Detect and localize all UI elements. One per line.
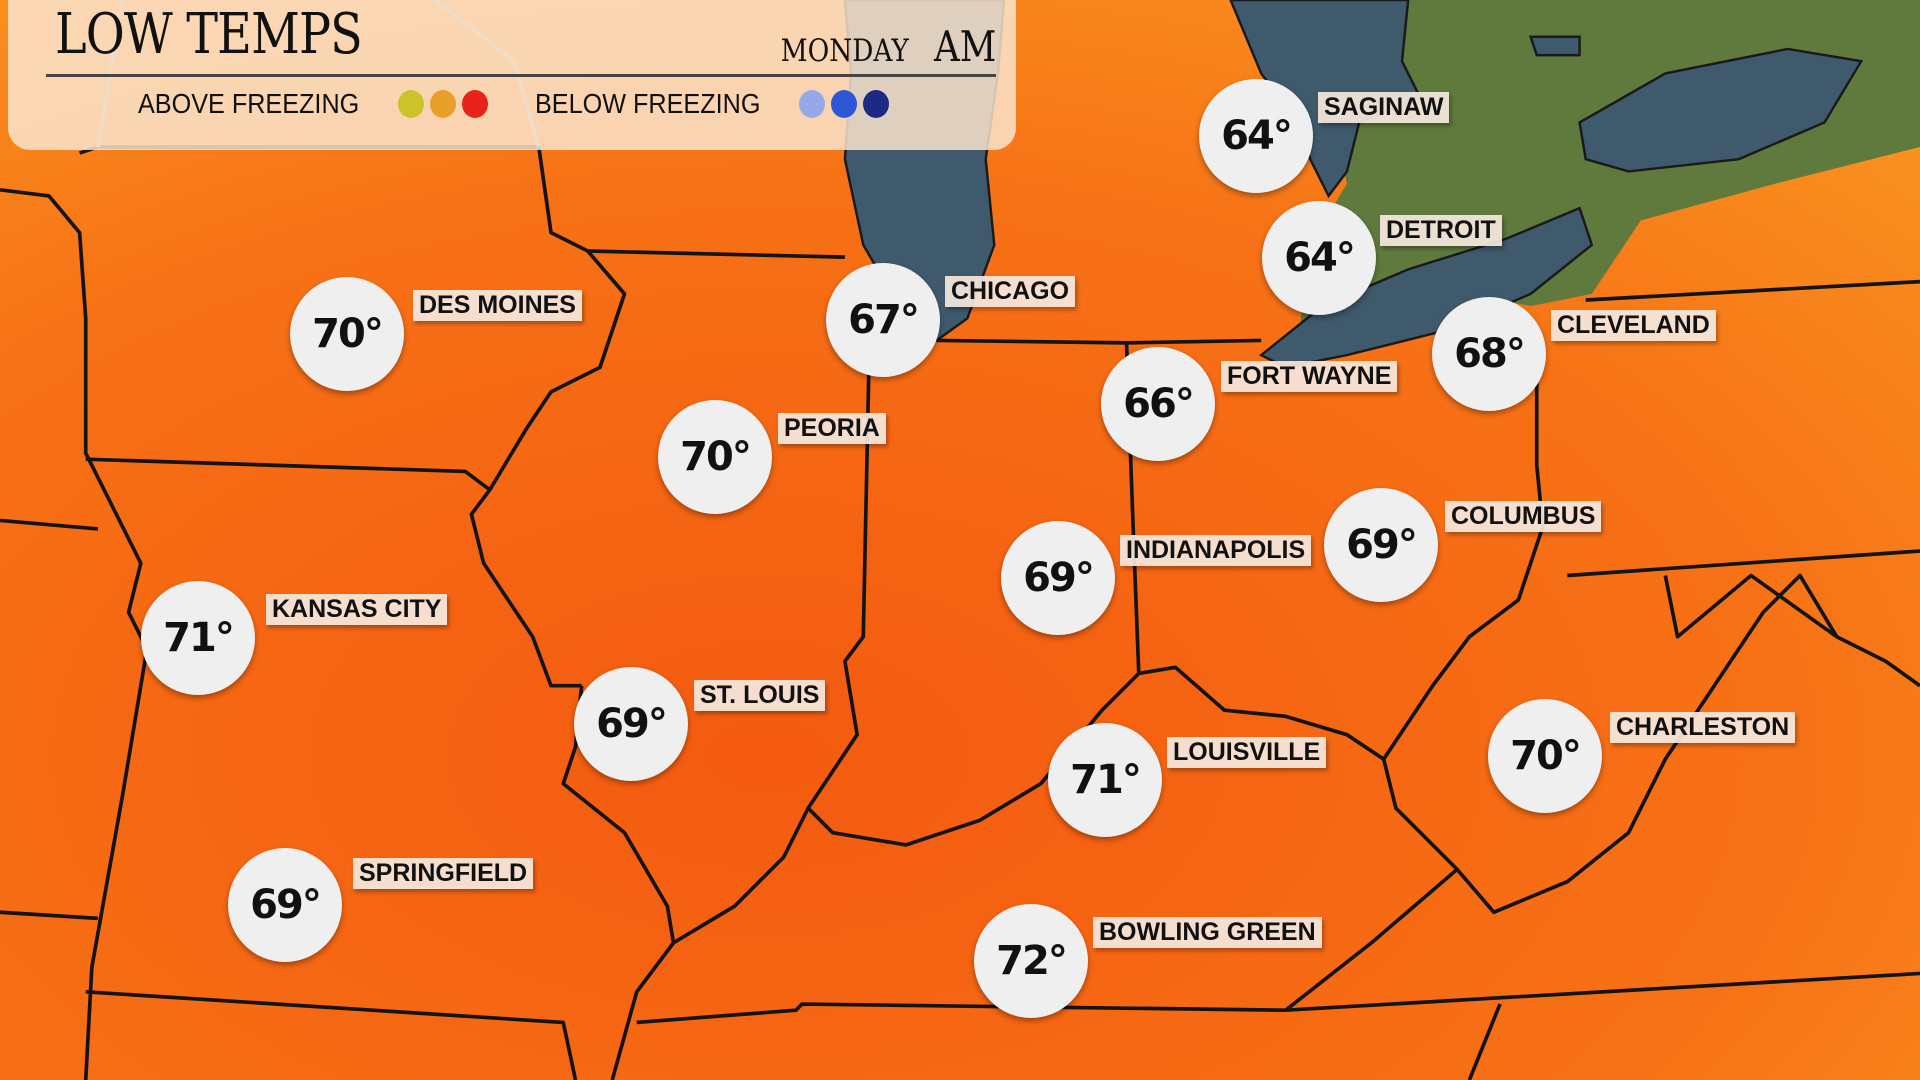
forecast-time: AM bbox=[933, 22, 996, 71]
lake-erie bbox=[1258, 206, 1594, 369]
temp-marker-kansas-city: 71° bbox=[141, 581, 255, 695]
legend-dot-red bbox=[461, 90, 488, 118]
legend-above-freezing: ABOVE FREEZING bbox=[138, 88, 488, 120]
legend-below-freezing: BELOW FREEZING bbox=[535, 88, 890, 120]
city-label-cleveland: CLEVELAND bbox=[1551, 310, 1716, 341]
city-label-kansas-city: KANSAS CITY bbox=[266, 594, 448, 625]
city-label-bowling-green: BOWLING GREEN bbox=[1093, 917, 1322, 948]
city-label-fort-wayne: FORT WAYNE bbox=[1221, 361, 1398, 392]
forecast-day: MONDAY bbox=[780, 33, 909, 69]
temp-marker-louisville: 71° bbox=[1048, 723, 1162, 837]
legend-above-label: ABOVE FREEZING bbox=[138, 88, 360, 119]
temp-marker-saginaw: 64° bbox=[1199, 79, 1313, 193]
temp-marker-chicago: 67° bbox=[826, 263, 940, 377]
map-title: LOW TEMPS bbox=[55, 2, 363, 67]
forecast-period: MONDAY AM bbox=[758, 22, 996, 71]
header-divider bbox=[46, 74, 996, 77]
map-header: LOW TEMPS MONDAY AM ABOVE FREEZING BELOW … bbox=[8, 0, 1016, 150]
city-label-columbus: COLUMBUS bbox=[1445, 501, 1602, 532]
city-label-detroit: DETROIT bbox=[1380, 215, 1502, 246]
temp-marker-st-louis: 69° bbox=[574, 667, 688, 781]
legend-dot-navy bbox=[863, 90, 890, 118]
temp-marker-columbus: 69° bbox=[1324, 488, 1438, 602]
city-label-st-louis: ST. LOUIS bbox=[694, 680, 826, 711]
temp-marker-fort-wayne: 66° bbox=[1101, 347, 1215, 461]
temp-marker-bowling-green: 72° bbox=[974, 904, 1088, 1018]
temp-marker-des-moines: 70° bbox=[290, 277, 404, 391]
temp-marker-peoria: 70° bbox=[658, 400, 772, 514]
temp-marker-springfield: 69° bbox=[228, 848, 342, 962]
city-label-des-moines: DES MOINES bbox=[413, 290, 582, 321]
temp-marker-cleveland: 68° bbox=[1432, 297, 1546, 411]
lake-ontario bbox=[1578, 47, 1864, 173]
city-label-louisville: LOUISVILLE bbox=[1167, 737, 1327, 768]
temp-marker-detroit: 64° bbox=[1262, 201, 1376, 315]
legend-dot-orange bbox=[429, 90, 456, 118]
temp-marker-indianapolis: 69° bbox=[1001, 521, 1115, 635]
lake-st-clair bbox=[1528, 35, 1581, 57]
temp-marker-charleston: 70° bbox=[1488, 699, 1602, 813]
city-label-indianapolis: INDIANAPOLIS bbox=[1120, 535, 1312, 566]
city-label-peoria: PEORIA bbox=[778, 413, 886, 444]
state-borders bbox=[0, 145, 1920, 1080]
legend-below-label: BELOW FREEZING bbox=[535, 88, 761, 119]
legend-dot-light-blue bbox=[799, 90, 826, 118]
city-label-chicago: CHICAGO bbox=[945, 276, 1076, 307]
legend-dot-blue bbox=[831, 90, 858, 118]
city-label-springfield: SPRINGFIELD bbox=[353, 858, 534, 889]
city-label-charleston: CHARLESTON bbox=[1610, 712, 1796, 743]
legend-dot-yellow bbox=[397, 90, 424, 118]
city-label-saginaw: SAGINAW bbox=[1318, 92, 1450, 123]
